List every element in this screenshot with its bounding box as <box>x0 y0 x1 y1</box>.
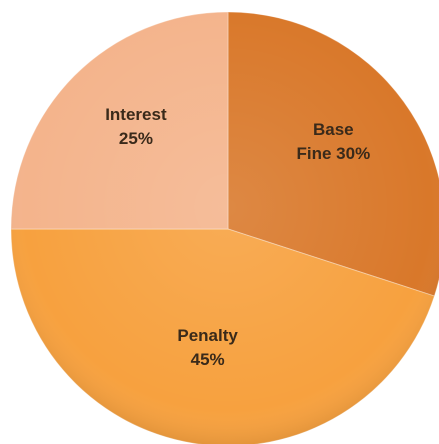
value-label: 30% <box>336 144 371 164</box>
slice-label: Base Fine 30% <box>294 118 372 166</box>
value-label: 45% <box>190 349 225 369</box>
category-label: Interest <box>105 104 167 124</box>
category-label: Base Fine <box>296 120 354 164</box>
category-label: Penalty <box>177 325 238 345</box>
slice-label: Interest 25% <box>97 103 175 151</box>
value-label: 25% <box>118 128 153 148</box>
slice-label: Penalty 45% <box>169 324 247 372</box>
